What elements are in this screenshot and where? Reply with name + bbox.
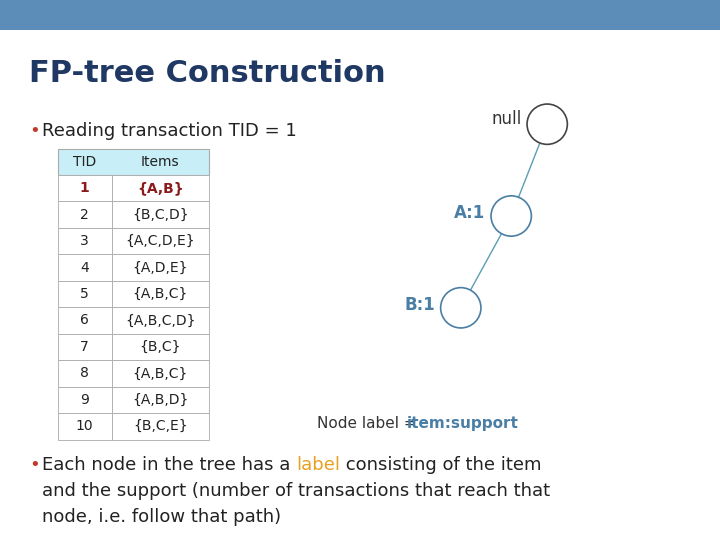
FancyBboxPatch shape [58, 413, 112, 440]
Text: TID: TID [73, 155, 96, 168]
Text: 5: 5 [80, 287, 89, 301]
Text: {B,C,D}: {B,C,D} [132, 208, 189, 221]
Ellipse shape [491, 196, 531, 236]
FancyBboxPatch shape [58, 254, 112, 281]
FancyBboxPatch shape [58, 387, 112, 413]
Text: {A,B,D}: {A,B,D} [132, 393, 189, 407]
FancyBboxPatch shape [58, 360, 112, 387]
FancyBboxPatch shape [58, 201, 112, 228]
Text: 4: 4 [80, 261, 89, 274]
Text: B:1: B:1 [404, 296, 435, 314]
FancyBboxPatch shape [112, 254, 209, 281]
FancyBboxPatch shape [58, 281, 112, 307]
Text: label: label [296, 456, 340, 474]
FancyBboxPatch shape [58, 307, 112, 334]
Text: {A,B,C}: {A,B,C} [132, 367, 188, 380]
Text: 10: 10 [76, 420, 94, 433]
Text: Reading transaction TID = 1: Reading transaction TID = 1 [42, 122, 297, 139]
Text: 7: 7 [80, 340, 89, 354]
Text: •: • [29, 456, 40, 474]
Ellipse shape [441, 288, 481, 328]
FancyBboxPatch shape [112, 307, 209, 334]
Text: Node label =: Node label = [317, 416, 421, 431]
FancyBboxPatch shape [58, 148, 209, 175]
Text: FP-tree Construction: FP-tree Construction [29, 59, 385, 89]
Text: Each node in the tree has a: Each node in the tree has a [42, 456, 296, 474]
Text: 8: 8 [80, 367, 89, 380]
FancyBboxPatch shape [0, 0, 720, 30]
Text: {A,D,E}: {A,D,E} [132, 261, 188, 274]
FancyBboxPatch shape [112, 175, 209, 201]
Text: A:1: A:1 [454, 204, 485, 222]
Text: 2: 2 [80, 208, 89, 221]
Text: {A,B,C,D}: {A,B,C,D} [125, 314, 195, 327]
Ellipse shape [527, 104, 567, 144]
FancyBboxPatch shape [112, 201, 209, 228]
Text: consisting of the item: consisting of the item [340, 456, 541, 474]
Text: {A,B,C}: {A,B,C} [132, 287, 188, 301]
FancyBboxPatch shape [58, 175, 112, 201]
Text: {B,C}: {B,C} [140, 340, 181, 354]
Text: {B,C,E}: {B,C,E} [133, 420, 187, 433]
FancyBboxPatch shape [112, 387, 209, 413]
FancyBboxPatch shape [58, 228, 112, 254]
Text: node, i.e. follow that path): node, i.e. follow that path) [42, 508, 281, 526]
Text: {A,C,D,E}: {A,C,D,E} [125, 234, 195, 248]
FancyBboxPatch shape [112, 281, 209, 307]
FancyBboxPatch shape [58, 334, 112, 360]
FancyBboxPatch shape [112, 334, 209, 360]
Text: null: null [491, 110, 521, 128]
Text: Items: Items [141, 155, 179, 168]
Text: 6: 6 [80, 314, 89, 327]
Text: item:support: item:support [407, 416, 518, 431]
Text: 1: 1 [80, 181, 89, 195]
Text: 3: 3 [80, 234, 89, 248]
FancyBboxPatch shape [112, 228, 209, 254]
Text: {A,B}: {A,B} [137, 181, 184, 195]
Text: and the support (number of transactions that reach that: and the support (number of transactions … [42, 482, 550, 500]
FancyBboxPatch shape [112, 360, 209, 387]
Text: 9: 9 [80, 393, 89, 407]
Text: •: • [29, 122, 40, 139]
FancyBboxPatch shape [112, 413, 209, 440]
